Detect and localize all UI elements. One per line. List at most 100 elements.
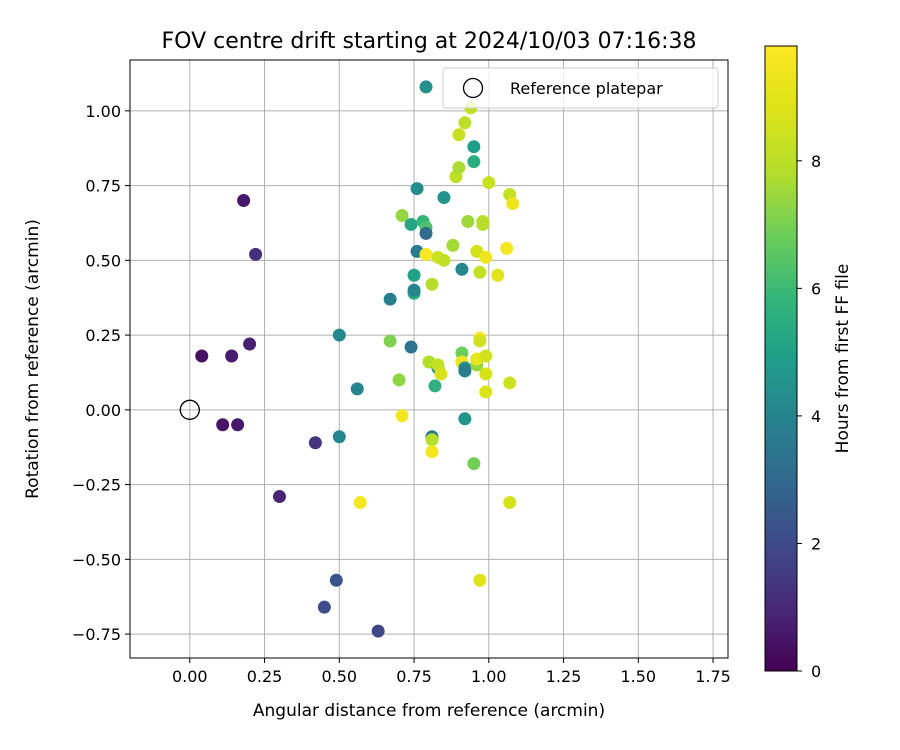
data-point (195, 349, 209, 363)
data-point (482, 176, 496, 190)
colorbar-label: Hours from first FF file (833, 264, 853, 454)
legend: Reference platepar (442, 67, 719, 109)
y-tick-label: 0.00 (85, 401, 121, 420)
data-point (473, 573, 487, 587)
data-point (479, 367, 493, 381)
data-point (243, 337, 257, 351)
data-point (407, 268, 421, 282)
data-point (329, 573, 343, 587)
x-tick-label: 1.50 (620, 667, 656, 686)
data-point (353, 496, 367, 510)
colorbar-tick-label: 6 (811, 279, 821, 298)
data-point (491, 268, 505, 282)
y-tick-label: −0.25 (72, 476, 121, 495)
data-point (317, 600, 331, 614)
y-tick-label: 0.50 (85, 251, 121, 270)
legend-reference-marker (462, 77, 484, 99)
y-tick-label: 0.75 (85, 177, 121, 196)
data-point (425, 445, 439, 459)
y-tick-label: 1.00 (85, 102, 121, 121)
colorbar-gradient (764, 45, 798, 672)
data-point (503, 496, 517, 510)
data-point (371, 624, 385, 638)
data-point (395, 409, 409, 423)
colorbar-tick-label: 2 (811, 534, 821, 553)
data-point (404, 217, 418, 231)
y-axis-label: Rotation from reference (arcmin) (23, 219, 43, 499)
data-point (383, 292, 397, 306)
data-point (392, 373, 406, 387)
data-point (332, 430, 346, 444)
data-point (410, 182, 424, 196)
x-ticks: 0.00 0.25 0.50 0.75 1.00 1.25 1.50 1.75 (172, 658, 731, 686)
data-point (425, 433, 439, 447)
data-point (419, 80, 433, 94)
data-point (452, 128, 466, 142)
data-point (446, 238, 460, 252)
data-point (473, 334, 487, 348)
data-point (467, 140, 481, 154)
legend-box (442, 67, 719, 109)
y-tick-label: −0.50 (72, 550, 121, 569)
data-point (237, 194, 251, 208)
data-point (458, 364, 472, 378)
data-point (437, 253, 451, 267)
data-point (479, 250, 493, 264)
data-point (425, 277, 439, 291)
x-axis-label: Angular distance from reference (arcmin) (253, 701, 605, 721)
data-point (506, 197, 520, 211)
data-point (225, 349, 239, 363)
data-point (383, 334, 397, 348)
data-point (249, 247, 263, 261)
chart-title: FOV centre drift starting at 2024/10/03 … (162, 29, 697, 54)
y-tick-label: −0.75 (72, 625, 121, 644)
x-tick-label: 0.50 (321, 667, 357, 686)
data-point (216, 418, 230, 432)
data-point (434, 367, 448, 381)
colorbar: 0 2 4 6 8 Hours from first FF file (764, 45, 853, 681)
y-tick-label: 0.25 (85, 326, 121, 345)
data-point (455, 262, 469, 276)
x-tick-label: 1.00 (471, 667, 507, 686)
colorbar-tick-label: 8 (811, 152, 821, 171)
plot-frame (129, 59, 729, 659)
data-point (452, 161, 466, 175)
data-point (437, 191, 451, 205)
legend-label: Reference platepar (510, 79, 663, 98)
x-tick-label: 1.25 (546, 667, 582, 686)
data-point (419, 226, 433, 240)
data-point (461, 214, 475, 228)
data-point (458, 116, 472, 130)
data-point (428, 379, 442, 393)
data-point (308, 436, 322, 450)
colorbar-tick-label: 0 (811, 662, 821, 681)
data-point (419, 247, 433, 261)
data-point (473, 265, 487, 279)
data-point (476, 217, 490, 231)
data-point (350, 382, 364, 396)
x-tick-label: 0.00 (172, 667, 208, 686)
data-point (395, 208, 409, 222)
x-tick-label: 0.75 (396, 667, 432, 686)
data-point (332, 328, 346, 342)
data-point (458, 412, 472, 426)
data-point (407, 283, 421, 297)
reference-point (179, 399, 200, 420)
data-point (500, 241, 514, 255)
data-point (503, 376, 517, 390)
x-tick-label: 0.25 (247, 667, 283, 686)
y-ticks: −0.75 −0.50 −0.25 0.00 0.25 0.50 0.75 1.00 (72, 102, 130, 644)
x-tick-label: 1.75 (695, 667, 731, 686)
data-point (231, 418, 245, 432)
colorbar-tick-label: 4 (811, 407, 821, 426)
data-point (479, 349, 493, 363)
reference-layer (179, 399, 200, 420)
data-point (404, 340, 418, 354)
data-point (467, 457, 481, 471)
data-point (455, 346, 469, 360)
data-point (273, 490, 286, 504)
data-point (467, 155, 481, 169)
data-point (479, 385, 493, 399)
colorbar-ticks: 0 2 4 6 8 (797, 152, 821, 681)
